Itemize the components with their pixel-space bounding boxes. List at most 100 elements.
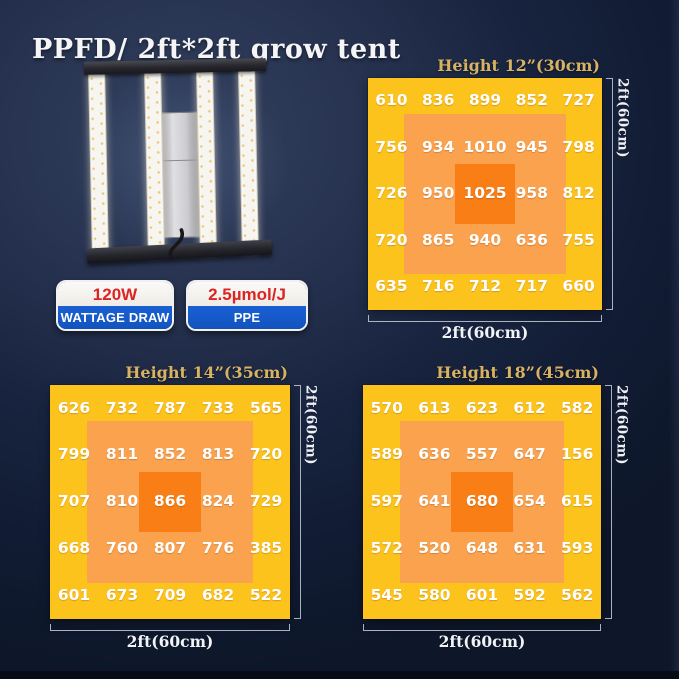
ppfd-value: 727 [562,91,595,110]
ppfd-value: 824 [201,492,235,511]
ppfd-value: 589 [370,445,403,464]
ppfd-value: 958 [515,184,548,203]
ppfd-panel-12in: Height 12”(30cm) 610 836 899 852 727 756 934 10… [368,57,631,341]
ppfd-panel-18in: Height 18”(45cm) 570 613 623 612 582 589 636 55… [363,364,630,650]
led-bar [238,67,259,253]
ppfd-value: 755 [562,230,595,249]
ppfd-value: 811 [105,445,139,464]
ppfd-value: 636 [515,230,548,249]
ppfd-value: 836 [422,91,455,110]
ppfd-value: 597 [370,492,403,511]
ppfd-panel-14in: Height 14”(35cm) 626 732 787 733 565 799 811 85… [50,364,319,650]
ppfd-value: 899 [468,91,502,110]
ppfd-value: 570 [370,398,403,417]
ppfd-value: 557 [465,445,499,464]
ppfd-value: 660 [562,277,595,296]
height-dimension-label: 2ft(60cm) [302,385,319,466]
ppe-label: PPE [188,306,306,329]
ppfd-value: 385 [249,539,283,558]
ppfd-value: 593 [561,539,594,558]
ppfd-value: 654 [513,492,546,511]
panel-title-18in: Height 18”(45cm) [436,363,599,383]
ppfd-value: 729 [249,492,283,511]
height-bracket [605,385,612,619]
driver-box [158,111,202,239]
height-bracket [294,385,301,619]
ppfd-value: 813 [201,445,235,464]
panel-title-14in: Height 14”(35cm) [125,363,288,383]
ppfd-value: 707 [57,492,91,511]
width-bracket [50,624,290,631]
ppfd-value: 934 [422,137,455,156]
ppfd-value: 709 [153,585,187,604]
heatmap-center-zone [138,471,202,533]
ppfd-value: 1010 [463,137,507,156]
ppfd-value: 1025 [463,184,507,203]
ppfd-value: 945 [515,137,548,156]
ppfd-value: 613 [418,398,451,417]
ppfd-value: 635 [375,277,408,296]
height-dimension-label: 2ft(60cm) [613,385,630,466]
height-bracket [606,78,613,310]
ppfd-grid-14in: 626 732 787 733 565 799 811 852 813 720 707 810 866 8… [50,385,290,619]
grow-light-product-image [82,54,274,272]
panel-title-12in: Height 12”(30cm) [437,56,600,76]
ppfd-value: 545 [370,585,403,604]
ppfd-value: 866 [153,492,187,511]
ppfd-value: 682 [201,585,235,604]
ppfd-value: 810 [105,492,139,511]
ppfd-value: 680 [465,492,499,511]
ppfd-value: 562 [561,585,594,604]
ppfd-value: 726 [375,184,408,203]
ppfd-value: 712 [468,277,502,296]
bottom-vignette [0,671,679,679]
ppfd-value: 732 [105,398,139,417]
ppfd-value: 623 [465,398,499,417]
ppfd-value: 631 [513,539,546,558]
ppfd-value: 760 [105,539,139,558]
ppe-value: 2.5µmol/J [188,282,306,307]
ppfd-value: 799 [57,445,91,464]
ppfd-value: 601 [57,585,91,604]
ppfd-value: 720 [249,445,283,464]
ppfd-value: 641 [418,492,451,511]
ppfd-value: 572 [370,539,403,558]
ppfd-grid-12in: 610 836 899 852 727 756 934 1010 945 798 726 950 102… [368,78,602,310]
ppfd-value: 582 [561,398,594,417]
heatmap-center-zone [454,163,516,225]
ppfd-value: 776 [201,539,235,558]
ppfd-value: 720 [375,230,408,249]
ppfd-value: 580 [418,585,451,604]
heatmap-center-zone [451,471,513,533]
ppfd-value: 733 [201,398,235,417]
ppfd-value: 601 [465,585,499,604]
ppfd-value: 940 [468,230,502,249]
ppfd-value: 716 [422,277,455,296]
ppfd-value: 865 [422,230,455,249]
power-cable [168,228,185,260]
ppfd-value: 647 [513,445,546,464]
height-dimension-label: 2ft(60cm) [614,78,631,159]
ppfd-value: 636 [418,445,451,464]
width-bracket [368,315,602,322]
ppfd-value: 592 [513,585,546,604]
ppfd-value: 520 [418,539,451,558]
ppfd-grid-18in: 570 613 623 612 582 589 636 557 647 156 597 641 680 6… [363,385,601,619]
ppfd-value: 626 [57,398,91,417]
ppfd-value: 852 [515,91,548,110]
ppfd-value: 615 [561,492,594,511]
ppfd-value: 565 [249,398,283,417]
ppfd-value: 807 [153,539,187,558]
ppe-badge: 2.5µmol/J PPE [186,280,308,331]
ppfd-value: 673 [105,585,139,604]
ppfd-value: 812 [562,184,595,203]
width-dimension-label: 2ft(60cm) [441,323,529,342]
led-bar [88,70,109,256]
ppfd-value: 852 [153,445,187,464]
ppfd-value: 717 [515,277,548,296]
width-dimension-label: 2ft(60cm) [438,632,526,651]
ppfd-value: 648 [465,539,499,558]
ppfd-value: 787 [153,398,187,417]
width-dimension-label: 2ft(60cm) [126,632,214,651]
